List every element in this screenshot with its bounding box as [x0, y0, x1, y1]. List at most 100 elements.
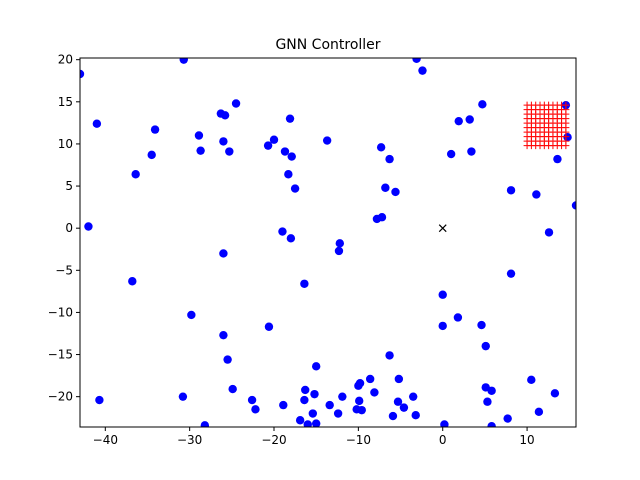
data-point	[385, 154, 394, 164]
data-point	[438, 321, 447, 331]
origin-marker	[438, 224, 447, 233]
data-point	[506, 269, 516, 278]
y-tick-label: −15	[48, 348, 73, 362]
data-point	[408, 392, 418, 401]
data-point	[418, 66, 427, 75]
data-point	[532, 190, 541, 199]
chart-title: GNN Controller	[275, 37, 380, 53]
data-point	[391, 187, 400, 197]
data-point	[438, 290, 447, 299]
target-point	[562, 101, 570, 109]
data-point	[357, 405, 366, 415]
plot-marks	[80, 58, 576, 427]
data-point	[251, 405, 260, 414]
data-point	[399, 403, 409, 412]
plot-area-frame	[79, 57, 577, 428]
data-point	[440, 420, 449, 427]
data-point	[263, 141, 273, 150]
x-axis: −40 −30 −20 −10 0 10	[93, 427, 535, 447]
y-tick-label: 0	[65, 221, 73, 235]
data-point	[412, 58, 421, 64]
data-point	[446, 149, 456, 159]
y-tick-label: 10	[58, 137, 73, 151]
data-point	[322, 136, 332, 145]
data-point	[300, 279, 309, 288]
data-point	[219, 249, 228, 258]
data-point	[481, 341, 490, 351]
data-point	[287, 152, 296, 161]
data-point	[355, 396, 364, 406]
y-axis: −20 −15 −10 −5 0 5 10 15 20	[48, 53, 80, 404]
x-tick-label: −10	[346, 433, 371, 447]
data-point	[231, 99, 241, 108]
data-point	[286, 234, 296, 243]
data-point	[478, 100, 487, 109]
data-point	[269, 135, 279, 144]
data-point	[187, 310, 196, 320]
data-point	[376, 143, 386, 152]
data-point	[477, 320, 486, 330]
data-point	[220, 111, 230, 120]
data-point	[219, 137, 228, 146]
data-point	[247, 395, 257, 405]
data-point	[411, 411, 420, 420]
data-point	[483, 397, 492, 406]
data-point	[381, 183, 390, 192]
data-point	[338, 392, 347, 401]
y-tick-label: −5	[55, 263, 73, 277]
data-point	[571, 201, 576, 210]
data-point	[550, 389, 560, 398]
data-point	[534, 407, 544, 417]
y-tick-label: 20	[58, 53, 73, 67]
data-point	[147, 150, 156, 160]
data-point	[196, 146, 205, 155]
data-point	[393, 397, 403, 406]
data-point	[388, 411, 398, 421]
y-tick-label: 15	[58, 95, 73, 109]
data-point	[128, 277, 137, 286]
data-point	[553, 154, 562, 164]
data-point	[385, 351, 394, 360]
data-point	[225, 147, 234, 156]
data-point	[131, 170, 140, 179]
data-point	[179, 58, 188, 64]
data-point	[506, 186, 516, 195]
data-point	[334, 246, 344, 256]
x-tick-label: 0	[439, 433, 447, 447]
x-tick-label: −20	[261, 433, 286, 447]
data-point	[178, 392, 188, 401]
data-point	[194, 131, 204, 140]
data-point	[487, 421, 496, 427]
data-point	[92, 119, 102, 128]
data-point	[333, 409, 343, 418]
data-point	[527, 375, 536, 385]
x-tick-label: 10	[519, 433, 534, 447]
data-point	[264, 322, 274, 331]
data-point	[84, 222, 93, 231]
data-point	[465, 115, 474, 124]
data-point	[311, 419, 321, 427]
data-point	[394, 374, 404, 384]
data-point	[278, 227, 287, 236]
data-point	[355, 378, 365, 388]
data-point	[219, 330, 228, 340]
data-point	[563, 132, 572, 142]
data-point	[335, 239, 345, 248]
data-point	[311, 362, 321, 371]
data-point	[377, 213, 387, 222]
data-point	[223, 355, 232, 364]
data-point	[303, 420, 312, 427]
data-point	[300, 395, 309, 405]
data-point	[325, 400, 334, 410]
data-point	[228, 384, 237, 394]
data-point	[503, 414, 512, 423]
data-point	[290, 184, 300, 193]
data-point	[284, 170, 293, 179]
data-point	[280, 147, 290, 156]
data-point	[200, 421, 210, 427]
data-point	[467, 147, 476, 156]
y-tick-label: −20	[48, 390, 73, 404]
data-point	[370, 388, 379, 397]
